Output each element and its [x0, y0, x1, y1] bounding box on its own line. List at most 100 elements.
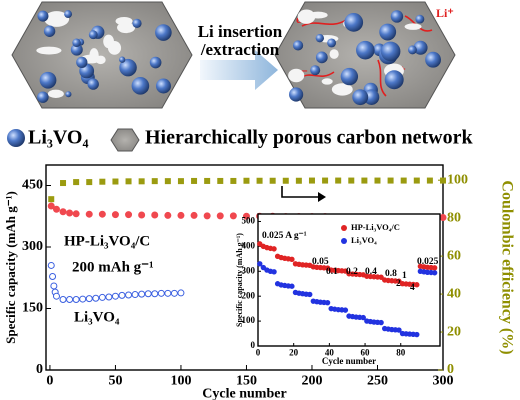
- particle: [356, 40, 375, 60]
- particle: [425, 51, 441, 68]
- point: [138, 178, 145, 185]
- point: [125, 178, 132, 185]
- particle: [119, 56, 126, 63]
- y2-tick-label: 100: [447, 172, 468, 187]
- particle: [76, 56, 88, 69]
- annotation: 0.2: [346, 267, 358, 277]
- pore: [36, 46, 62, 55]
- legend-label: HP-Li₃VO₄/C: [351, 222, 400, 232]
- plot-frame: [257, 213, 441, 347]
- y-tick-label: 0: [36, 362, 43, 377]
- y2-tick-label: 40: [447, 286, 461, 301]
- point: [342, 268, 349, 274]
- pore: [44, 11, 70, 27]
- annotation: 0.1: [326, 267, 338, 277]
- point: [413, 177, 420, 184]
- point: [47, 202, 55, 210]
- point: [216, 212, 224, 220]
- point: [79, 295, 87, 303]
- point: [257, 261, 263, 267]
- x-tick-label: 300: [433, 373, 454, 388]
- point: [396, 327, 402, 333]
- point: [125, 291, 133, 299]
- point: [48, 196, 55, 203]
- particle: [413, 40, 428, 55]
- x-axis-title: Cycle number: [202, 387, 286, 400]
- particle: [64, 10, 73, 19]
- annotation: 200 mAh g⁻¹: [72, 259, 154, 275]
- y-tick-label: 300: [242, 265, 256, 275]
- point: [217, 177, 224, 184]
- annotation: 4: [410, 283, 415, 293]
- point: [85, 210, 93, 218]
- point: [112, 178, 119, 185]
- annotation: 0.4: [365, 267, 377, 277]
- y2-tick-label: 20: [447, 324, 461, 339]
- particle: [119, 58, 137, 77]
- x-axis-title: Cycle number: [322, 356, 376, 366]
- point: [72, 295, 80, 303]
- point: [431, 270, 438, 276]
- point: [72, 210, 80, 218]
- point: [73, 179, 80, 186]
- y-tick-label: 400: [242, 240, 256, 250]
- point: [85, 295, 93, 303]
- y-tick-label: 100: [242, 315, 256, 325]
- y-tick-label: 150: [22, 301, 43, 316]
- y-tick-label: 500: [242, 216, 256, 226]
- legend-icon: [7, 129, 25, 147]
- particle: [72, 38, 81, 48]
- point: [269, 177, 276, 184]
- particle: [363, 89, 380, 105]
- particle: [88, 30, 98, 40]
- pore: [103, 34, 114, 49]
- particle: [289, 87, 304, 102]
- y-tick-label: 0: [251, 340, 256, 350]
- x-tick-label: 250: [367, 373, 388, 388]
- particle: [87, 78, 99, 90]
- point: [111, 211, 119, 219]
- y-tick-label: 200: [242, 290, 256, 300]
- particle: [65, 91, 72, 98]
- annotation: 2: [396, 279, 401, 289]
- pore: [117, 22, 136, 34]
- point: [52, 205, 60, 213]
- point: [400, 177, 407, 184]
- point: [426, 177, 433, 184]
- point: [138, 211, 146, 219]
- y2-tick-label: 0: [447, 362, 454, 377]
- point: [59, 295, 67, 303]
- point: [378, 274, 384, 280]
- point: [203, 212, 211, 220]
- particle: [39, 71, 57, 89]
- point: [360, 314, 366, 321]
- point: [322, 177, 329, 184]
- point: [387, 177, 394, 184]
- point: [66, 295, 74, 303]
- x-tick-label: 100: [170, 373, 191, 388]
- pore: [288, 68, 305, 83]
- point: [361, 177, 368, 184]
- point: [260, 264, 267, 271]
- annotation: 0.025: [417, 257, 439, 267]
- y-axis-title: Specific capacity (mAh g⁻¹): [235, 233, 244, 327]
- point: [230, 177, 237, 184]
- particle: [155, 24, 172, 41]
- particle: [384, 70, 404, 90]
- particle: [407, 45, 417, 55]
- point: [348, 177, 355, 184]
- particle: [327, 38, 337, 48]
- point: [342, 307, 349, 313]
- point: [335, 177, 342, 184]
- point: [177, 289, 185, 297]
- y-tick-label: 450: [22, 178, 43, 193]
- annotation: 0.8: [385, 269, 397, 279]
- axis-pointer: [281, 186, 318, 198]
- pore: [329, 49, 339, 59]
- point: [92, 294, 100, 302]
- annotation: 0.05: [312, 257, 329, 267]
- point: [59, 208, 67, 216]
- x-tick-label: 0: [256, 347, 261, 357]
- point: [289, 283, 295, 289]
- point: [111, 292, 119, 300]
